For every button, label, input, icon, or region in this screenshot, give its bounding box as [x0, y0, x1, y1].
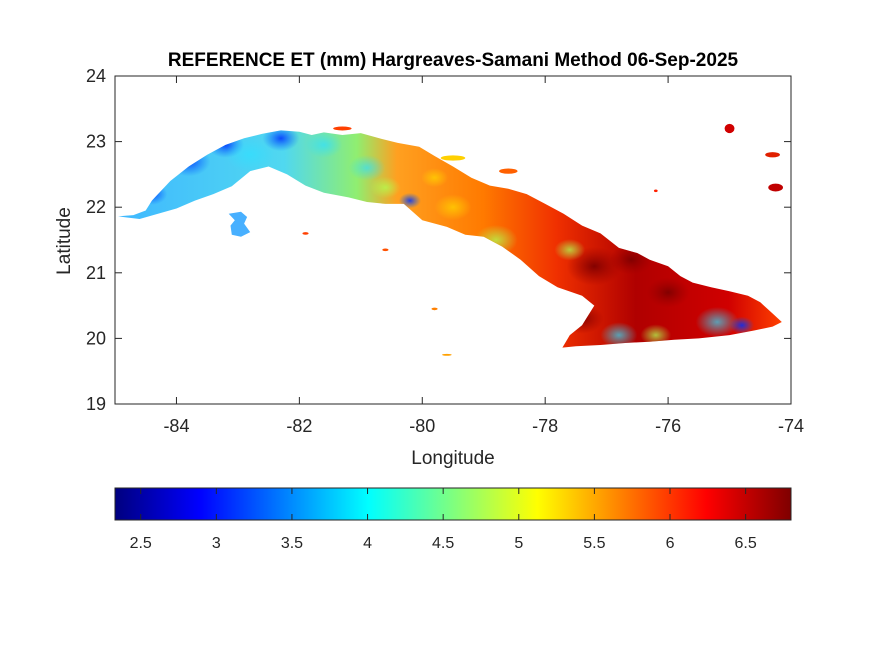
- isla-de-la-juventud: [228, 211, 251, 237]
- cuba-et-field: [118, 130, 782, 348]
- et-variation-patch: [370, 176, 401, 199]
- y-axis-label: Latitude: [54, 207, 75, 275]
- axes-frame: [114, 75, 792, 405]
- offshore-cays: [302, 123, 784, 356]
- et-variation-patch: [729, 316, 755, 334]
- x-tick-label: -84: [163, 416, 189, 436]
- y-tick-label: 23: [86, 132, 106, 152]
- x-axis-ticks: -84 -82 -80 -78 -76 -74: [163, 76, 804, 436]
- chart-title: REFERENCE ET (mm) Hargreaves-Samani Meth…: [168, 50, 739, 71]
- y-tick-label: 24: [86, 66, 106, 86]
- cay: [431, 307, 438, 311]
- colorbar-tick-label: 2.5: [130, 535, 152, 552]
- cay: [724, 123, 735, 134]
- x-tick-label: -76: [655, 416, 681, 436]
- x-tick-label: -74: [778, 416, 804, 436]
- colorbar-tick-label: 3.5: [281, 535, 303, 552]
- x-axis-label: Longitude: [411, 448, 494, 469]
- colorbar: 2.5 3 3.5 4 4.5 5 5.5 6 6.5: [114, 487, 792, 552]
- et-variation-patch: [434, 194, 472, 221]
- cay: [765, 152, 780, 158]
- y-tick-label: 22: [86, 197, 106, 217]
- et-variation-patch: [600, 322, 638, 348]
- cuba-et-variation: [136, 130, 755, 348]
- y-axis-ticks: 19 20 21 22 23 24: [86, 66, 791, 414]
- colorbar-tick-label: 3: [212, 535, 221, 552]
- et-variation-patch: [695, 306, 739, 338]
- cuba-main-island: [118, 130, 782, 348]
- et-variation-patch: [646, 277, 690, 308]
- cay: [440, 155, 466, 161]
- colorbar-tick-label: 6: [666, 535, 675, 552]
- cay: [499, 168, 518, 174]
- et-variation-patch: [225, 137, 275, 172]
- et-variation-patch: [421, 168, 449, 188]
- x-tick-label: -80: [409, 416, 435, 436]
- colorbar-ticks: 2.5 3 3.5 4 4.5 5 5.5 6 6.5: [130, 488, 757, 552]
- cay: [302, 232, 309, 235]
- y-tick-label: 20: [86, 328, 106, 348]
- cay: [653, 189, 658, 193]
- axes-background: [115, 76, 791, 404]
- et-variation-patch: [305, 131, 343, 158]
- cay: [768, 183, 784, 192]
- cay: [382, 248, 389, 252]
- et-variation-patch: [554, 239, 586, 261]
- et-variation-patch: [640, 324, 672, 346]
- map-plot-area: -84 -82 -80 -78 -76 -74 19 20 21 22 23 24: [86, 66, 804, 436]
- cay: [333, 126, 352, 131]
- et-variation-patch: [348, 154, 386, 181]
- colorbar-tick-label: 6.5: [735, 535, 757, 552]
- x-tick-label: -78: [532, 416, 558, 436]
- colorbar-tick-label: 4.5: [432, 535, 454, 552]
- y-tick-label: 19: [86, 394, 106, 414]
- colorbar-tick-label: 5: [514, 535, 523, 552]
- colorbar-tick-label: 5.5: [583, 535, 605, 552]
- y-tick-label: 21: [86, 263, 106, 283]
- x-tick-label: -82: [286, 416, 312, 436]
- colorbar-gradient: [114, 487, 792, 521]
- cay: [441, 353, 452, 356]
- colorbar-tick-label: 4: [363, 535, 372, 552]
